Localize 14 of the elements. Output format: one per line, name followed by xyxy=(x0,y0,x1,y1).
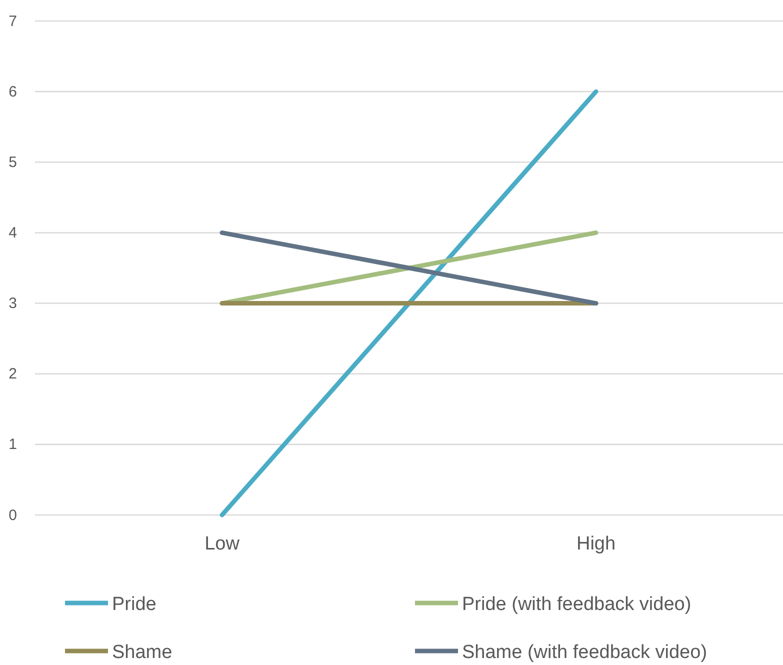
x-tick-label: Low xyxy=(204,533,240,554)
y-tick-label: 5 xyxy=(8,154,17,171)
y-tick-label: 1 xyxy=(8,436,17,454)
y-tick-label: 6 xyxy=(8,83,17,100)
legend-label: Pride (with feedback video) xyxy=(462,594,692,615)
y-tick-label: 2 xyxy=(8,366,17,383)
y-tick-label: 3 xyxy=(8,295,17,312)
x-tick-label: High xyxy=(576,533,616,554)
legend-label: Pride xyxy=(112,594,156,615)
y-tick-label: 0 xyxy=(8,506,17,524)
legend-label: Shame (with feedback video) xyxy=(462,642,708,663)
legend-label: Shame xyxy=(112,642,172,663)
y-tick-label: 7 xyxy=(8,12,17,30)
y-tick-label: 4 xyxy=(8,224,17,242)
